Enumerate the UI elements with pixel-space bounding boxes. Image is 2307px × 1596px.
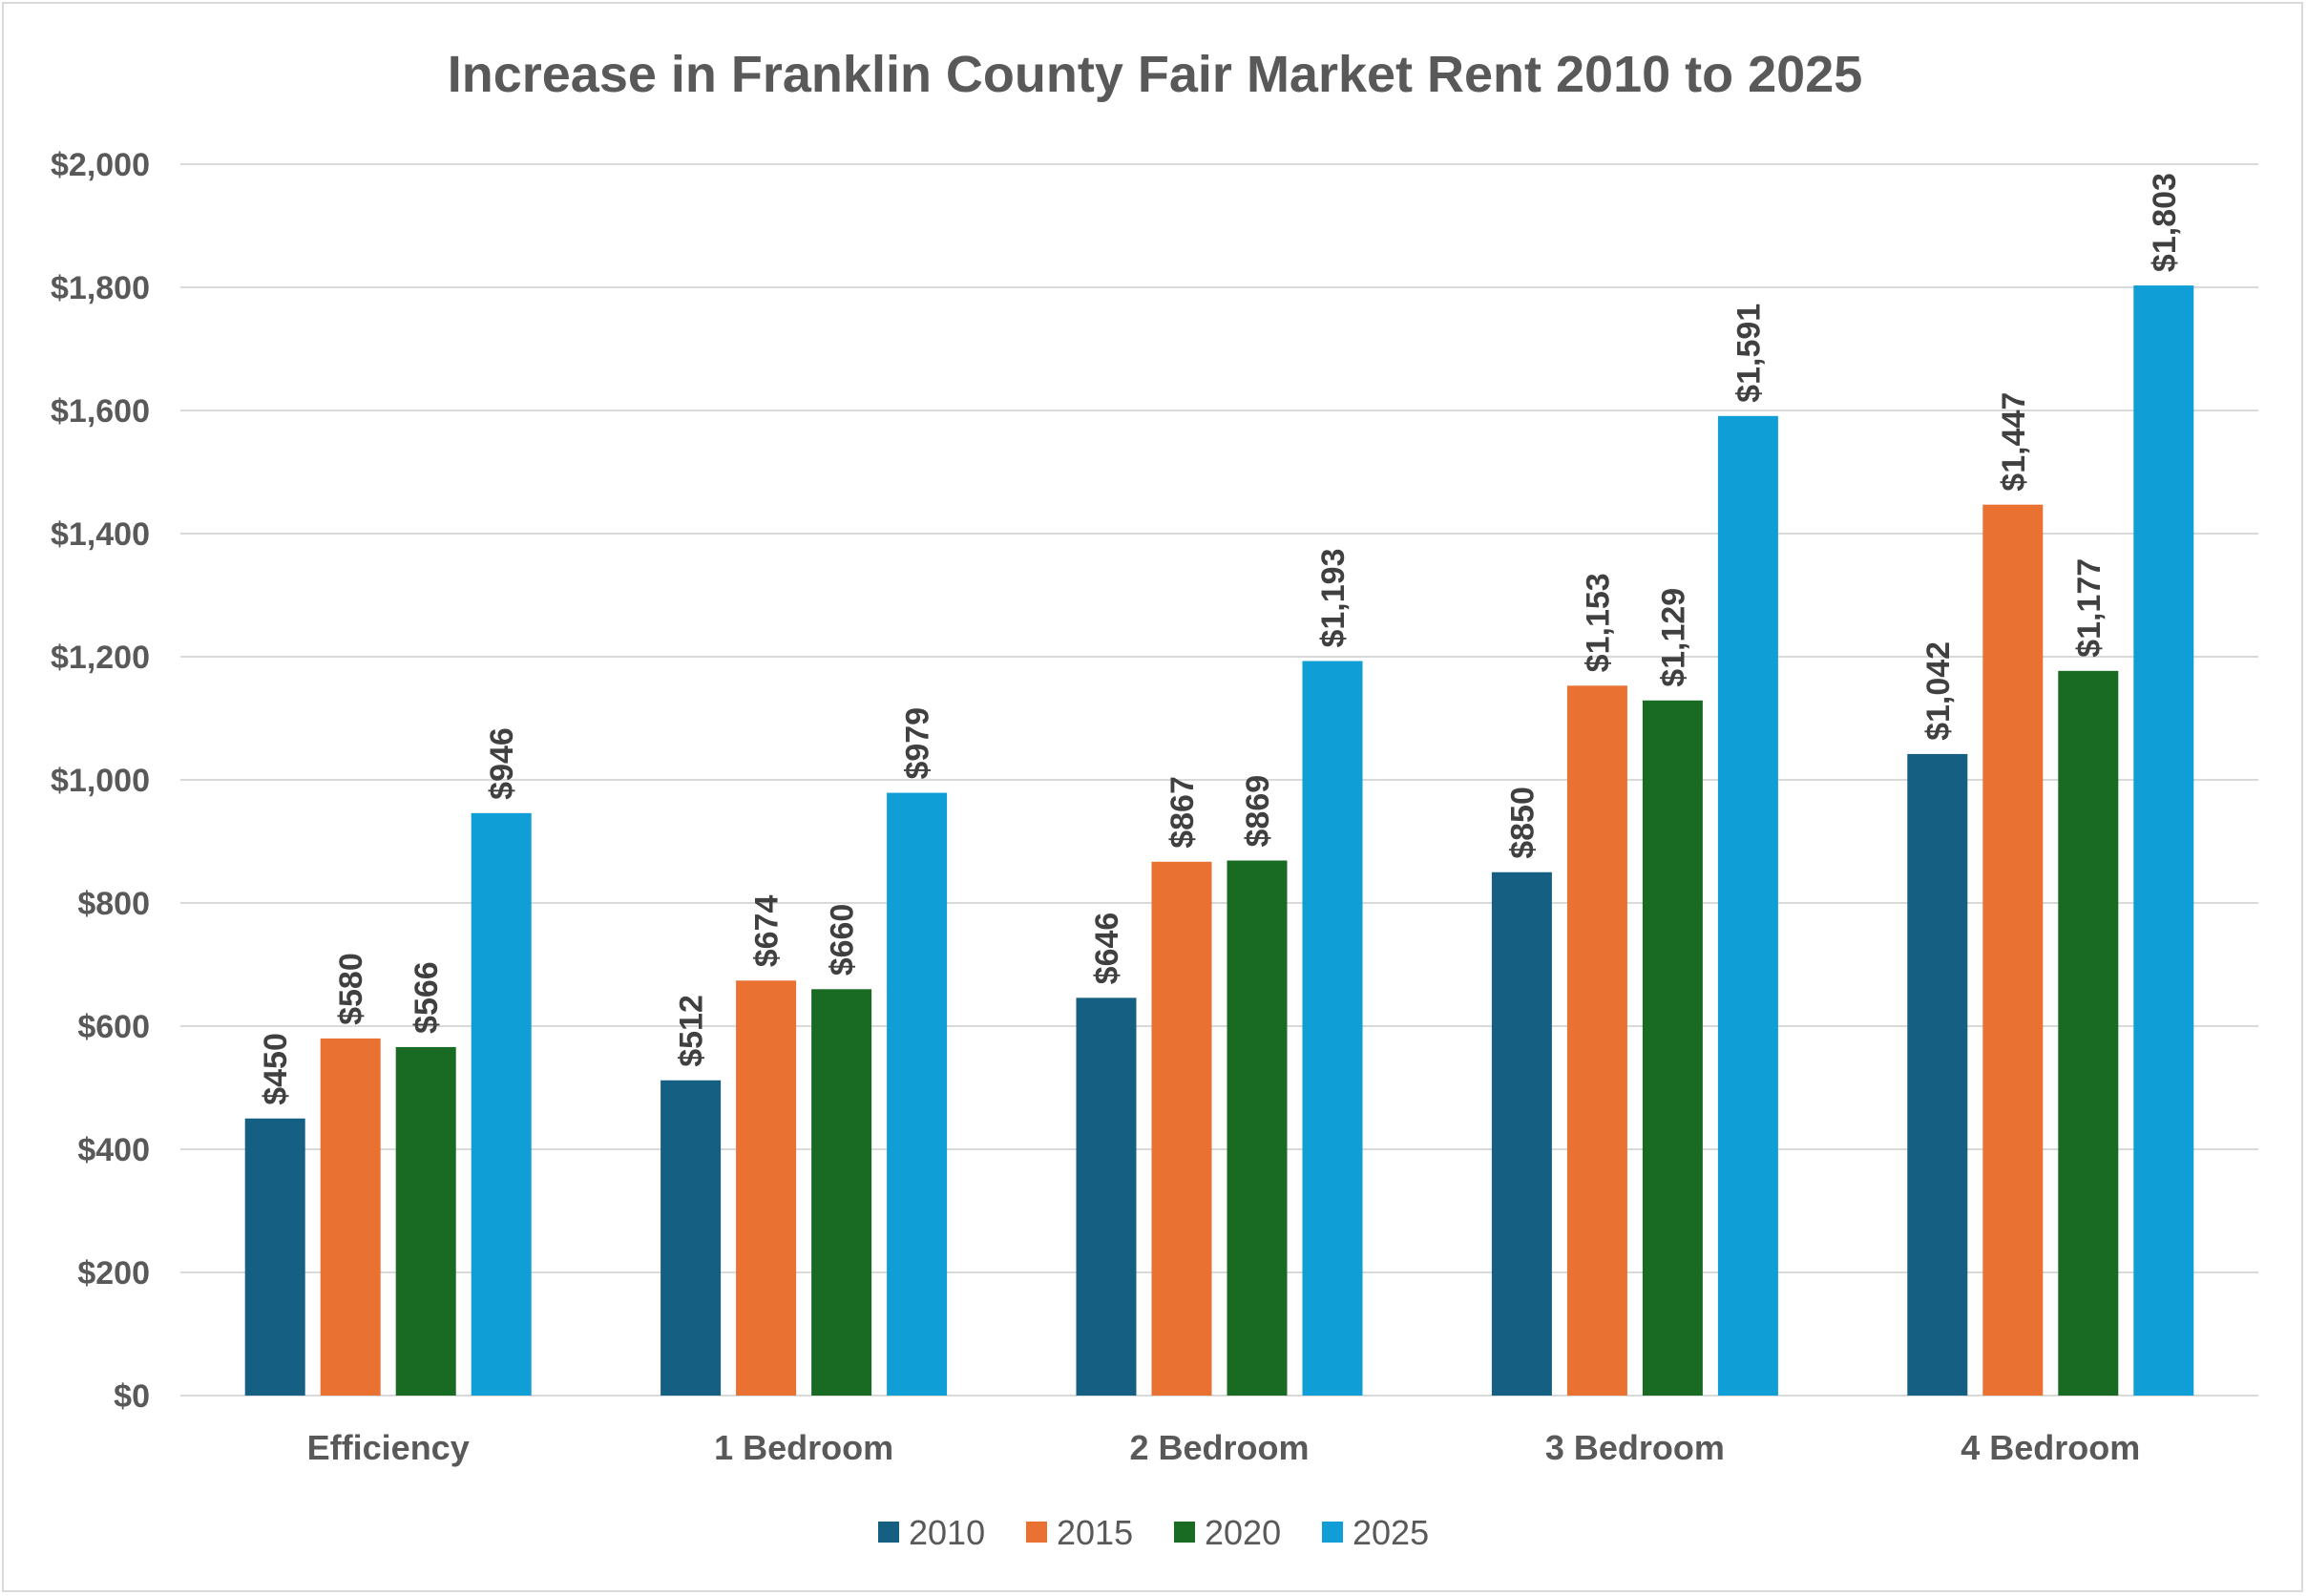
y-tick-label: $1,800: [51, 270, 150, 306]
bar-2025: [1717, 415, 1778, 1396]
legend-label: 2015: [1057, 1513, 1133, 1552]
data-label: $1,153: [1580, 573, 1616, 672]
bar-2015: [1982, 504, 2044, 1396]
y-tick-label: $1,200: [51, 640, 150, 676]
data-label: $674: [749, 895, 786, 968]
x-tick-label: 2 Bedroom: [1129, 1428, 1309, 1467]
data-label: $1,177: [2071, 558, 2108, 658]
bar-2015: [320, 1038, 381, 1396]
data-label: $646: [1089, 913, 1125, 985]
data-label: $1,803: [2147, 173, 2183, 272]
data-label: $1,042: [1920, 641, 1957, 741]
bar-2020: [2058, 670, 2119, 1396]
data-label: $867: [1164, 776, 1201, 849]
legend-swatch: [878, 1522, 899, 1543]
legend-item-2020[interactable]: 2020: [1174, 1513, 1281, 1552]
data-label: $660: [825, 904, 861, 976]
legend-item-2025[interactable]: 2025: [1322, 1513, 1429, 1552]
x-tick-label: Efficiency: [307, 1428, 470, 1467]
legend-label: 2025: [1353, 1513, 1429, 1552]
bar-2020: [1642, 700, 1703, 1396]
data-label: $580: [333, 953, 369, 1025]
bars: [244, 285, 2194, 1396]
legend-swatch: [1026, 1522, 1047, 1543]
legend-item-2015[interactable]: 2015: [1026, 1513, 1133, 1552]
data-label: $566: [409, 961, 445, 1034]
y-tick-label: $400: [77, 1132, 150, 1168]
data-label: $512: [674, 995, 710, 1067]
y-tick-label: $1,400: [51, 516, 150, 553]
data-label: $979: [900, 707, 936, 780]
bar-2010: [661, 1080, 722, 1396]
bar-2020: [1227, 860, 1288, 1396]
bar-2025: [471, 812, 532, 1396]
data-label: $1,129: [1655, 588, 1691, 687]
y-axis-ticks: $0 $200 $400 $600 $800 $1,000 $1,200 $1,400 $1,6…: [51, 147, 150, 1415]
legend-swatch: [1322, 1522, 1343, 1543]
y-tick-label: $2,000: [51, 147, 150, 183]
bar-2020: [811, 989, 872, 1396]
bar-2010: [1076, 998, 1137, 1396]
bar-2015: [1566, 685, 1627, 1396]
data-label: $869: [1240, 775, 1276, 848]
bar-2025: [1302, 661, 1363, 1396]
bar-2025: [887, 792, 948, 1396]
y-tick-label: $1,600: [51, 393, 150, 430]
chart-title: Increase in Franklin County Fair Market …: [448, 46, 1863, 103]
data-label: $1,193: [1315, 549, 1352, 648]
legend-label: 2020: [1205, 1513, 1281, 1552]
bar-2010: [244, 1118, 305, 1396]
y-tick-label: $1,000: [51, 763, 150, 799]
bar-2015: [736, 980, 797, 1396]
y-tick-label: $0: [114, 1378, 150, 1415]
bar-2010: [1907, 753, 1968, 1396]
data-label: $850: [1504, 787, 1541, 859]
y-tick-label: $600: [77, 1009, 150, 1045]
x-axis-ticks: Efficiency 1 Bedroom 2 Bedroom 3 Bedroom 4 B…: [307, 1428, 2141, 1467]
chart-svg: Increase in Franklin County Fair Market …: [51, 46, 2258, 1552]
x-tick-label: 1 Bedroom: [714, 1428, 893, 1467]
data-label: $450: [258, 1033, 294, 1105]
data-label: $1,447: [1996, 392, 2032, 492]
bar-2015: [1151, 861, 1212, 1396]
legend-label: 2010: [909, 1513, 985, 1552]
data-labels: $450 $580 $566 $946 $512 $674 $660 $979 $646 $867…: [258, 173, 2183, 1105]
legend-item-2010[interactable]: 2010: [878, 1513, 985, 1552]
legend: 2010 2015 2020 2025: [878, 1513, 1429, 1552]
data-label: $946: [484, 727, 520, 800]
y-tick-label: $200: [77, 1255, 150, 1292]
bar-2025: [2133, 285, 2194, 1396]
x-tick-label: 4 Bedroom: [1961, 1428, 2140, 1467]
bar-2010: [1491, 872, 1552, 1396]
y-tick-label: $800: [77, 886, 150, 922]
x-tick-label: 3 Bedroom: [1545, 1428, 1725, 1467]
data-label: $1,591: [1730, 304, 1767, 403]
legend-swatch: [1174, 1522, 1195, 1543]
bar-2020: [395, 1046, 456, 1396]
